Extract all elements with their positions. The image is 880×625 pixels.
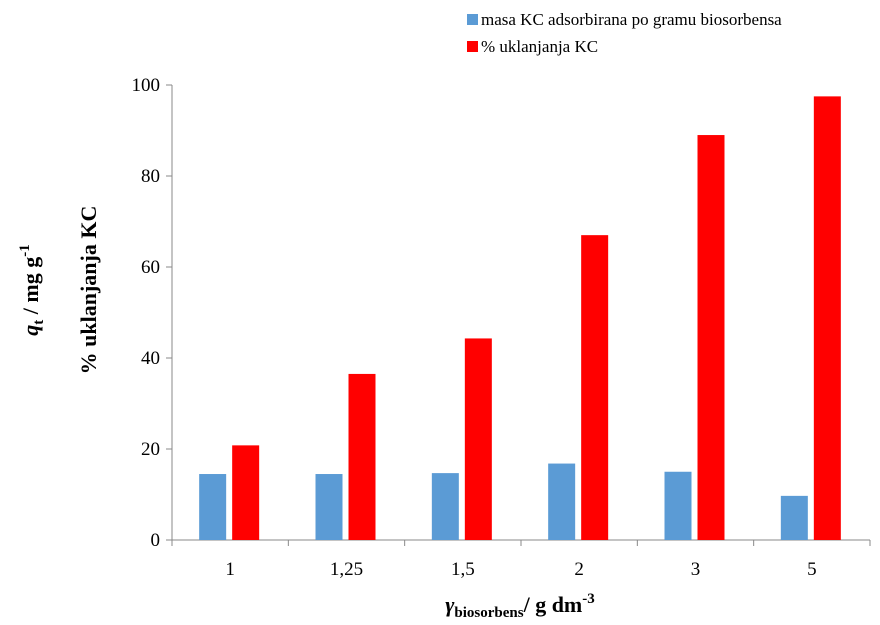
bar — [232, 445, 260, 540]
x-tick-label: 1 — [225, 559, 235, 580]
bar — [464, 338, 492, 540]
y-tick-label: 100 — [132, 75, 161, 96]
x-label-unit: / g dm — [523, 592, 583, 617]
bar — [697, 135, 725, 541]
x-label-subscript: biosorbens — [454, 605, 523, 621]
bar — [780, 495, 808, 540]
x-tick-label: 5 — [807, 559, 817, 580]
bar — [348, 373, 376, 540]
y-label-symbol: q — [18, 325, 43, 336]
bar — [315, 474, 343, 540]
y-tick-label: 0 — [151, 530, 161, 551]
x-tick-label: 3 — [691, 559, 701, 580]
legend-swatch — [467, 41, 478, 52]
y-tick-label: 80 — [141, 166, 160, 187]
y-tick-label: 20 — [141, 439, 160, 460]
bar — [199, 474, 227, 540]
bar — [548, 463, 576, 540]
x-label-symbol: γ — [445, 592, 455, 617]
x-axis-label: γbiosorbens/ g dm-3 — [445, 591, 595, 621]
bar — [581, 235, 609, 540]
x-label-superscript: -3 — [582, 591, 595, 607]
x-tick-label: 1,5 — [451, 559, 475, 580]
y-axis-label: qt / mg g-1 — [17, 244, 47, 335]
y-tick-label: 60 — [141, 257, 160, 278]
y-tick-label: 40 — [141, 348, 160, 369]
bar — [813, 96, 841, 540]
y-axis-label-line2: % uklanjanja KC — [76, 206, 101, 375]
bar — [664, 471, 692, 540]
bar — [431, 473, 459, 540]
y-label-subscript: t — [31, 320, 47, 325]
legend-label: masa KC adsorbirana po gramu biosorbensa — [481, 10, 782, 29]
y-label-superscript: -1 — [17, 244, 33, 257]
legend-label: % uklanjanja KC — [481, 37, 598, 56]
legend-swatch — [467, 14, 478, 25]
x-tick-label: 2 — [574, 559, 584, 580]
x-tick-label: 1,25 — [330, 559, 363, 580]
y-label-unit: / mg g — [18, 257, 43, 320]
